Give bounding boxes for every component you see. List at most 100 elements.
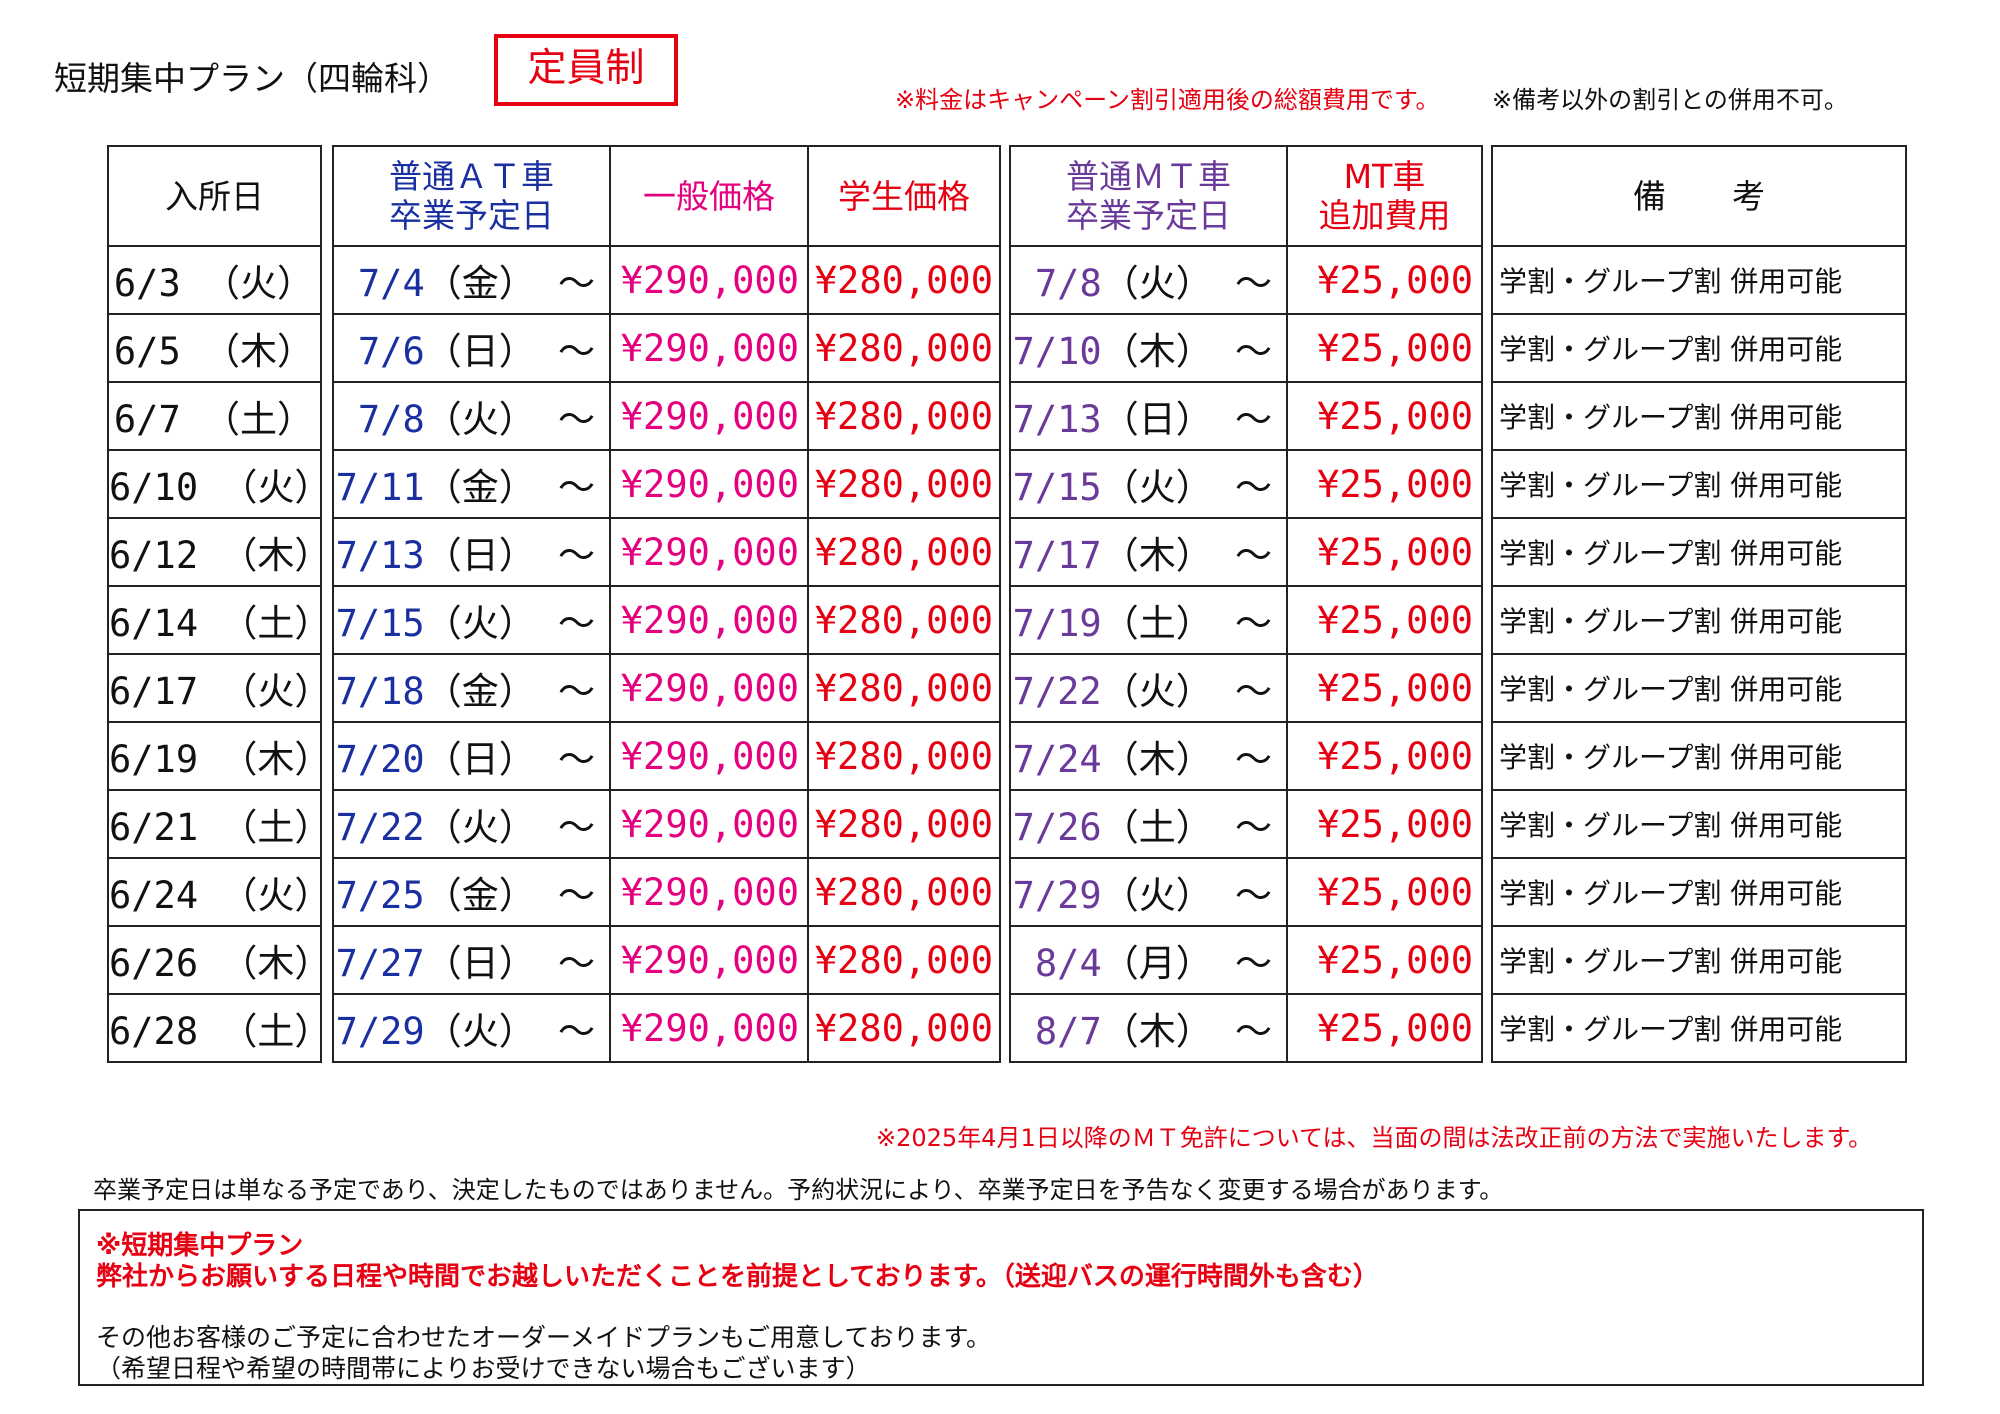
at-grad-date-cell: 7/25（金） ～ — [332, 857, 611, 927]
at-grad-date-cell: 7/15（火） ～ — [332, 585, 611, 655]
at-grad-weekday: （金） ～ — [424, 670, 595, 713]
table-row: 6/3 （火） — [107, 245, 322, 315]
start-date-header: 入所日 — [107, 145, 322, 247]
general-price-cell: ¥290,000 — [609, 381, 809, 451]
remark-cell: 学割・グループ割 併用可能 — [1491, 449, 1907, 519]
table-row: 7/19（土） ～ ¥25,000 — [1009, 585, 1483, 655]
at-grad-weekday: （火） ～ — [424, 398, 595, 441]
mt-grad-date-cell: 7/15（火） ～ — [1009, 449, 1288, 519]
at-grad-date-cell: 7/13（日） ～ — [332, 517, 611, 587]
remark-cell: 学割・グループ割 併用可能 — [1491, 517, 1907, 587]
general-price-cell: ¥290,000 — [609, 993, 809, 1063]
at-grad-date-cell: 7/29（火） ～ — [332, 993, 611, 1063]
start-date-cell: 6/19 （木） — [107, 721, 322, 791]
at-grad-weekday: （金） ～ — [424, 262, 595, 305]
student-price-cell: ¥280,000 — [807, 449, 1001, 519]
table-row: 7/22（火） ～ ¥290,000 ¥280,000 — [332, 789, 1001, 859]
start-date-cell: 6/12 （木） — [107, 517, 322, 587]
mt-grad-date-cell: 7/29（火） ～ — [1009, 857, 1288, 927]
at-grad-date-cell: 7/27（日） ～ — [332, 925, 611, 995]
table-row: 学割・グループ割 併用可能 — [1491, 925, 1907, 995]
table-row: 7/10（木） ～ ¥25,000 — [1009, 313, 1483, 383]
table-row: 学割・グループ割 併用可能 — [1491, 449, 1907, 519]
table-row: 7/17（木） ～ ¥25,000 — [1009, 517, 1483, 587]
at-grad-date-cell: 7/6（日） ～ — [332, 313, 611, 383]
mt-grad-weekday: （火） ～ — [1101, 466, 1272, 509]
mt-fee-header: MT車 追加費用 — [1286, 145, 1483, 247]
at-grad-date: 7/15 — [335, 602, 425, 645]
mt-grad-date: 7/10 — [1012, 330, 1102, 373]
mt-grad-date-cell: 7/24（木） ～ — [1009, 721, 1288, 791]
table-row: 8/4（月） ～ ¥25,000 — [1009, 925, 1483, 995]
plan-notice-custom: その他お客様のご予定に合わせたオーダーメイドプランもご用意しております。 — [96, 1323, 992, 1352]
at-grad-date: 7/20 — [335, 738, 425, 781]
mt-fee-header-line2: 追加費用 — [1318, 196, 1451, 235]
mt-grad-weekday: （月） ～ — [1101, 942, 1272, 985]
at-grad-date: 7/25 — [335, 874, 425, 917]
table-row: 6/28 （土） — [107, 993, 322, 1063]
mt-grad-date-cell: 7/17（木） ～ — [1009, 517, 1288, 587]
page-title: 短期集中プラン（四輪科） — [54, 59, 450, 98]
at-grad-date: 7/13 — [335, 534, 425, 577]
mt-grad-weekday: （木） ～ — [1101, 738, 1272, 781]
general-price-cell: ¥290,000 — [609, 925, 809, 995]
at-grad-weekday: （日） ～ — [424, 330, 595, 373]
start-date-cell: 6/10 （火） — [107, 449, 322, 519]
mt-grad-weekday: （日） ～ — [1101, 398, 1272, 441]
mt-fee-cell: ¥25,000 — [1286, 381, 1483, 451]
mt-grad-weekday: （火） ～ — [1101, 670, 1272, 713]
mt-grad-date: 8/4 — [1034, 942, 1102, 985]
mt-grad-weekday: （火） ～ — [1101, 262, 1272, 305]
mt-fee-cell: ¥25,000 — [1286, 449, 1483, 519]
remark-cell: 学割・グループ割 併用可能 — [1491, 721, 1907, 791]
mt-grad-date: 7/8 — [1034, 262, 1102, 305]
table-row: 6/19 （木） — [107, 721, 322, 791]
at-grad-date-cell: 7/11（金） ～ — [332, 449, 611, 519]
general-price-cell: ¥290,000 — [609, 449, 809, 519]
table-row: 6/26 （木） — [107, 925, 322, 995]
at-grad-date-cell: 7/20（日） ～ — [332, 721, 611, 791]
at-grad-date-cell: 7/8（火） ～ — [332, 381, 611, 451]
table-row: 学割・グループ割 併用可能 — [1491, 381, 1907, 451]
student-price-cell: ¥280,000 — [807, 993, 1001, 1063]
table-row: 学割・グループ割 併用可能 — [1491, 789, 1907, 859]
at-grad-date: 7/8 — [357, 398, 425, 441]
general-price-cell: ¥290,000 — [609, 245, 809, 315]
mt-fee-cell: ¥25,000 — [1286, 993, 1483, 1063]
remarks-table: 備 考 学割・グループ割 併用可能 学割・グループ割 併用可能 学割・グループ割 併… — [1491, 145, 1907, 1063]
student-price-cell: ¥280,000 — [807, 245, 1001, 315]
student-price-cell: ¥280,000 — [807, 721, 1001, 791]
at-grad-header-line2: 卒業予定日 — [389, 196, 554, 235]
mt-grad-date: 7/22 — [1012, 670, 1102, 713]
mt-grad-header: 普通ＭＴ車 卒業予定日 — [1009, 145, 1288, 247]
student-price-cell: ¥280,000 — [807, 653, 1001, 723]
mt-grad-weekday: （木） ～ — [1101, 1010, 1272, 1053]
student-price-header: 学生価格 — [807, 145, 1001, 247]
mt-grad-weekday: （土） ～ — [1101, 806, 1272, 849]
table-row: 6/17 （火） — [107, 653, 322, 723]
table-row: 6/12 （木） — [107, 517, 322, 587]
at-grad-date-cell: 7/22（火） ～ — [332, 789, 611, 859]
table-row: 7/6（日） ～ ¥290,000 ¥280,000 — [332, 313, 1001, 383]
general-price-header: 一般価格 — [609, 145, 809, 247]
student-price-cell: ¥280,000 — [807, 517, 1001, 587]
mt-table: 普通ＭＴ車 卒業予定日 MT車 追加費用 7/8（火） ～ ¥25,000 7/10… — [1009, 145, 1483, 1063]
mt-license-note: ※2025年4月1日以降のＭＴ免許については、当面の間は法改正前の方法で実施いた… — [876, 1124, 1873, 1152]
table-row: 6/10 （火） — [107, 449, 322, 519]
at-grad-weekday: （日） ～ — [424, 738, 595, 781]
table-row: 6/24 （火） — [107, 857, 322, 927]
at-grad-weekday: （日） ～ — [424, 942, 595, 985]
at-grad-weekday: （金） ～ — [424, 874, 595, 917]
at-grad-header: 普通ＡＴ車 卒業予定日 — [332, 145, 611, 247]
discount-note: ※備考以外の割引との併用不可。 — [1492, 86, 1848, 114]
table-row: 6/5 （木） — [107, 313, 322, 383]
at-grad-date: 7/18 — [335, 670, 425, 713]
remark-cell: 学割・グループ割 併用可能 — [1491, 925, 1907, 995]
mt-grad-header-line2: 卒業予定日 — [1066, 196, 1231, 235]
table-row: 7/8（火） ～ ¥290,000 ¥280,000 — [332, 381, 1001, 451]
mt-grad-date-cell: 7/19（土） ～ — [1009, 585, 1288, 655]
at-grad-date-cell: 7/4（金） ～ — [332, 245, 611, 315]
general-price-cell: ¥290,000 — [609, 585, 809, 655]
mt-grad-date: 7/13 — [1012, 398, 1102, 441]
mt-fee-cell: ¥25,000 — [1286, 857, 1483, 927]
